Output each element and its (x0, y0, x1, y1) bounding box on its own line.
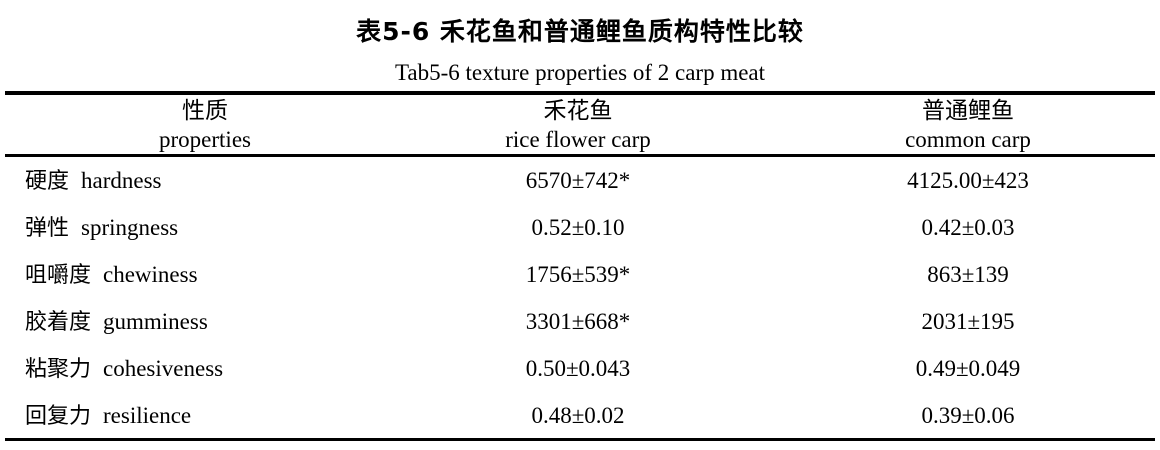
rice-flower-carp-value: 3301±668* (525, 309, 631, 334)
property-cell: 咀嚼度 chewiness (25, 251, 198, 299)
table-title-en: Tab5-6 texture properties of 2 carp meat (394, 60, 766, 85)
property-zh: 胶着度 (25, 310, 92, 335)
common-carp-value: 4125.00±423 (907, 168, 1029, 193)
table-row: 粘聚力 cohesiveness 0.50±0.043 0.49±0.049 (0, 345, 1160, 392)
header-en: common carp (905, 127, 1031, 152)
table-row: 弹性 springness 0.52±0.10 0.42±0.03 (0, 204, 1160, 251)
property-cell: 硬度 hardness (25, 157, 162, 205)
rice-flower-carp-value: 0.52±0.10 (531, 215, 625, 240)
property-en: hardness (81, 168, 162, 193)
property-zh: 硬度 (25, 169, 70, 194)
property-cell: 回复力 resilience (25, 392, 191, 440)
top-rule (5, 91, 1155, 95)
table-row: 回复力 resilience 0.48±0.02 0.39±0.06 (0, 392, 1160, 439)
common-carp-value: 0.49±0.049 (915, 356, 1021, 381)
rice-flower-carp-value: 1756±539* (525, 262, 631, 287)
property-en: cohesiveness (103, 356, 224, 381)
table-row: 硬度 hardness 6570±742* 4125.00±423 (0, 157, 1160, 204)
rice-flower-carp-value: 6570±742* (525, 168, 631, 193)
table-title-zh: 表5-6 禾花鱼和普通鲤鱼质构特性比较 (356, 17, 804, 46)
property-zh: 咀嚼度 (25, 263, 92, 288)
header-zh: 性质 (182, 98, 228, 123)
property-en: springness (81, 215, 179, 240)
header-properties: 性质 properties (55, 96, 355, 154)
rice-flower-carp-value: 0.50±0.043 (525, 356, 631, 381)
header-en: properties (159, 127, 251, 152)
property-zh: 粘聚力 (25, 357, 92, 382)
header-en: rice flower carp (505, 127, 651, 152)
property-cell: 胶着度 gumminess (25, 298, 208, 346)
property-cell: 弹性 springness (25, 204, 178, 252)
table-row: 咀嚼度 chewiness 1756±539* 863±139 (0, 251, 1160, 298)
property-zh: 回复力 (25, 404, 92, 429)
property-en: resilience (103, 403, 192, 428)
common-carp-value: 0.42±0.03 (921, 215, 1015, 240)
common-carp-value: 2031±195 (921, 309, 1015, 334)
bottom-rule (5, 438, 1155, 441)
header-common-carp: 普通鲤鱼 common carp (818, 96, 1118, 154)
rice-flower-carp-value: 0.48±0.02 (531, 403, 625, 428)
header-zh: 普通鲤鱼 (922, 98, 1014, 123)
property-en: gumminess (103, 309, 208, 334)
property-zh: 弹性 (25, 216, 70, 241)
table-row: 胶着度 gumminess 3301±668* 2031±195 (0, 298, 1160, 345)
common-carp-value: 863±139 (927, 262, 1009, 287)
property-cell: 粘聚力 cohesiveness (25, 345, 223, 393)
common-carp-value: 0.39±0.06 (921, 403, 1015, 428)
header-rule (5, 154, 1155, 157)
header-zh: 禾花鱼 (543, 98, 613, 123)
header-rice-flower-carp: 禾花鱼 rice flower carp (428, 96, 728, 154)
property-en: chewiness (103, 262, 198, 287)
